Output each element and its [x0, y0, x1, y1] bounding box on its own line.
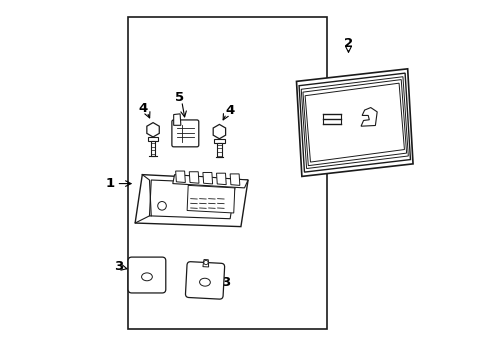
Text: 1: 1: [105, 177, 114, 190]
Bar: [128, 17, 326, 329]
FancyBboxPatch shape: [128, 257, 165, 293]
Polygon shape: [296, 69, 412, 176]
Text: 3: 3: [221, 276, 230, 289]
Ellipse shape: [199, 278, 210, 286]
Bar: [214, 139, 224, 143]
Polygon shape: [175, 171, 185, 183]
Polygon shape: [203, 172, 212, 184]
Polygon shape: [172, 175, 247, 188]
Text: 4: 4: [139, 102, 148, 115]
Polygon shape: [135, 175, 247, 226]
FancyBboxPatch shape: [171, 120, 198, 147]
Polygon shape: [305, 83, 404, 162]
Bar: [151, 141, 155, 156]
Polygon shape: [230, 174, 239, 185]
FancyBboxPatch shape: [185, 262, 224, 299]
Polygon shape: [149, 180, 235, 219]
Circle shape: [158, 202, 166, 210]
Ellipse shape: [142, 273, 152, 281]
Text: 3: 3: [113, 260, 122, 273]
Polygon shape: [360, 108, 376, 126]
Bar: [217, 143, 221, 157]
Polygon shape: [216, 173, 226, 185]
Text: 5: 5: [175, 91, 184, 104]
Polygon shape: [303, 80, 406, 166]
Polygon shape: [189, 172, 199, 183]
Polygon shape: [299, 73, 409, 172]
Polygon shape: [173, 114, 181, 125]
Polygon shape: [301, 77, 407, 168]
Text: 2: 2: [343, 37, 352, 50]
Circle shape: [203, 260, 208, 265]
Polygon shape: [203, 260, 208, 267]
Polygon shape: [213, 125, 225, 139]
Text: 4: 4: [225, 104, 234, 117]
Polygon shape: [187, 185, 234, 213]
Polygon shape: [146, 123, 159, 137]
Bar: [147, 137, 158, 141]
